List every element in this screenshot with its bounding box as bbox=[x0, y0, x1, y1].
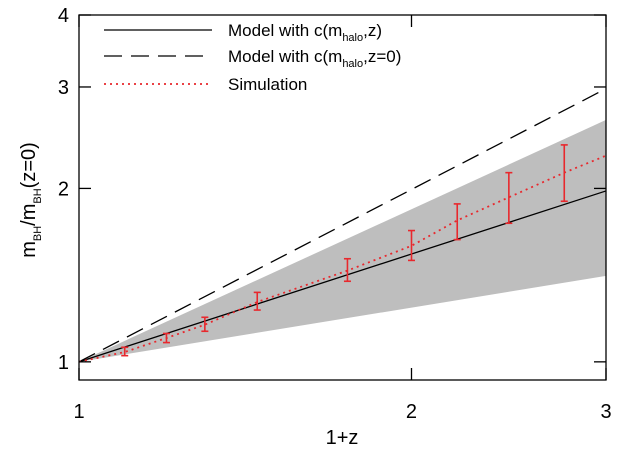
y-tick-label: 4 bbox=[58, 5, 69, 27]
x-tick-label: 2 bbox=[406, 401, 417, 423]
legend-label-3: Simulation bbox=[228, 75, 307, 94]
y-axis-label: mBH/mBH(z=0) bbox=[18, 142, 44, 258]
legend-item-1: Model with c(mhalo,z) bbox=[104, 21, 382, 44]
y-label-sub2: BH bbox=[32, 188, 44, 203]
error-bar-9 bbox=[560, 144, 568, 203]
legend-item-2: Model with c(mhalo,z=0) bbox=[104, 47, 401, 70]
svg-text:mBH/mBH(z=0): mBH/mBH(z=0) bbox=[18, 142, 44, 258]
x-tick-label: 3 bbox=[600, 401, 611, 423]
y-tick-label: 2 bbox=[58, 178, 69, 200]
legend-label-2: Model with c(mhalo,z=0) bbox=[228, 47, 401, 70]
scatter-band bbox=[79, 119, 606, 362]
error-bar-1 bbox=[121, 346, 129, 357]
confidence-band-layer bbox=[79, 119, 606, 362]
error-bar-2 bbox=[162, 332, 170, 344]
error-bar-3 bbox=[201, 316, 209, 333]
plot-area bbox=[78, 88, 607, 363]
y-label-post: (z=0) bbox=[18, 142, 40, 188]
y-tick-label: 1 bbox=[58, 352, 69, 374]
legend: Model with c(mhalo,z) Model with c(mhalo,… bbox=[104, 21, 401, 94]
y-label-mid: /m bbox=[18, 204, 40, 226]
error-bar-6 bbox=[407, 229, 415, 262]
error-bar-7 bbox=[453, 203, 461, 241]
x-tick-label: 1 bbox=[73, 401, 84, 423]
legend-label-1: Model with c(mhalo,z) bbox=[228, 21, 382, 44]
y-tick-label: 3 bbox=[58, 77, 69, 99]
plot-frame bbox=[78, 14, 607, 381]
error-bar-5 bbox=[343, 257, 351, 283]
x-axis-label: 1+z bbox=[326, 427, 359, 449]
legend-item-3: Simulation bbox=[104, 75, 307, 94]
y-label-m1: m bbox=[18, 241, 40, 258]
error-bar-layer bbox=[121, 144, 568, 357]
series-line-2 bbox=[78, 88, 607, 363]
error-bar-4 bbox=[253, 291, 261, 311]
y-label-sub1: BH bbox=[32, 226, 44, 241]
error-bar-8 bbox=[505, 171, 513, 225]
series-line-3 bbox=[78, 154, 607, 363]
